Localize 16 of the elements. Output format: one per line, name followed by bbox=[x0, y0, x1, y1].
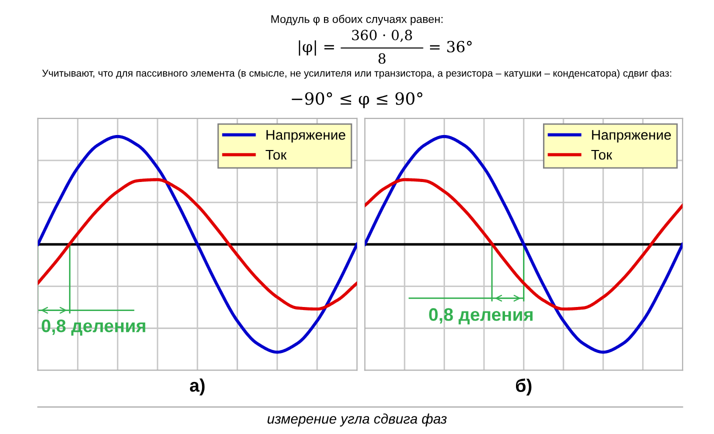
text: Модуль φ в обоих случаях равен: bbox=[271, 14, 443, 26]
text: измерение угла сдвига фаз bbox=[268, 414, 447, 426]
legend-label: Напряжение bbox=[266, 130, 346, 143]
text: Учитывают, что для пассивного элемента (в смысле, не усилителя или транзистора, а резистора – катушки – конденсатора) сдвиг фаз: bbox=[42, 69, 672, 79]
text: 360 · 0,8 bbox=[352, 30, 412, 42]
annotation: 0,8 деления bbox=[42, 319, 146, 336]
legend-label: Ток bbox=[266, 150, 287, 160]
x-axis-title: б) bbox=[516, 378, 532, 396]
text: 8 bbox=[378, 53, 386, 64]
annotation: 0,8 деления bbox=[429, 308, 533, 324]
text: = 36° bbox=[430, 40, 472, 52]
text: |φ| = bbox=[298, 40, 334, 56]
x-axis-title: а) bbox=[190, 378, 205, 396]
legend-label: Ток bbox=[591, 150, 612, 160]
legend-label: Напряжение bbox=[592, 130, 671, 143]
text: −90° ≤ φ ≤ 90° bbox=[292, 92, 422, 108]
